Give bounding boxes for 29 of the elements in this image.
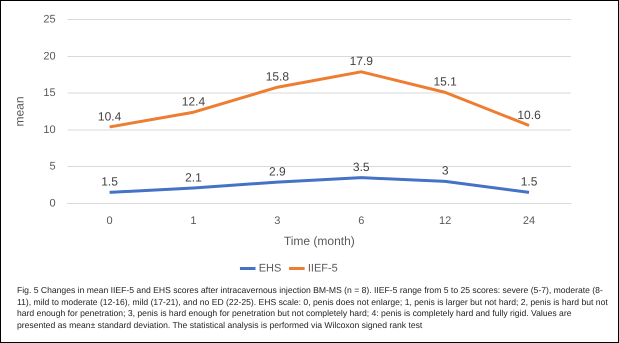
data-label: 10.4 — [98, 109, 122, 124]
y-tick-label: 5 — [50, 160, 56, 173]
data-label: 3 — [442, 164, 449, 178]
x-tick-label: 6 — [358, 215, 364, 228]
x-tick-label: 24 — [522, 215, 536, 228]
legend-label: EHS — [258, 262, 282, 275]
y-tick-label: 0 — [50, 197, 56, 210]
caption: Fig. 5 Changes in mean IIEF-5 and EHS scores after intracavernous injection BM-MS (n = 8). IIEF-5 range from 5 to 25 scores: severe (5-7), moderate (8-11), mild to moderate (12-16), mild (17-21), and no ED (22-25). EHS scale: 0, penis does not enlarge; 1, penis is larger but not hard; 2, penis is hard but not hard enough for penetration; 3, penis is hard enough for penetration but not completely hard; 4: penis is completely hard and fully rigid. Values are presented as mean± standard deviation. The statistical analysis is performed via Wilcoxon signed rank test — [17, 285, 608, 331]
y-tick-label: 20 — [43, 50, 56, 62]
y-axis-title: mean — [12, 96, 27, 127]
data-label: 1.5 — [520, 174, 538, 189]
data-label: 17.9 — [350, 54, 374, 68]
y-tick-label: 15 — [43, 87, 56, 100]
data-label: 2.9 — [269, 164, 286, 178]
y-tick-label: 25 — [43, 14, 56, 26]
data-label: 3.5 — [352, 160, 370, 174]
data-label: 10.6 — [517, 108, 542, 122]
x-tick-label: 12 — [439, 215, 452, 228]
x-tick-label: 3 — [274, 215, 280, 228]
data-label: 15.8 — [266, 70, 290, 84]
x-tick-label: 1 — [190, 215, 197, 228]
data-label: 2.1 — [185, 170, 202, 184]
data-label: 1.5 — [101, 174, 118, 189]
x-tick-label: 0 — [106, 215, 113, 228]
y-tick-label: 10 — [43, 124, 56, 136]
legend-label: IIEF-5 — [308, 262, 338, 275]
data-label: 12.4 — [182, 94, 206, 109]
data-label: 15.1 — [433, 74, 458, 89]
x-axis-title: Time (month) — [284, 234, 355, 248]
